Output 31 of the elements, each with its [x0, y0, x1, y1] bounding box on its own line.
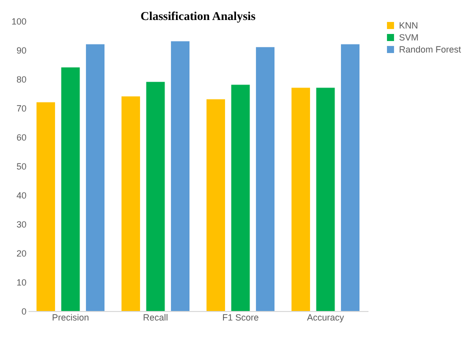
- legend-label: KNN: [399, 20, 418, 30]
- y-tick-label: 30: [16, 220, 26, 230]
- y-tick-label: 0: [21, 306, 26, 316]
- bar: [122, 96, 140, 311]
- bar: [36, 102, 56, 311]
- y-tick-label: 80: [16, 74, 26, 84]
- legend-label: SVM: [399, 32, 419, 42]
- y-tick-label: 60: [16, 132, 26, 142]
- bar: [231, 84, 250, 311]
- bar: [340, 44, 360, 311]
- y-tick-label: 20: [16, 248, 26, 258]
- bar: [292, 88, 310, 311]
- y-tick-label: 100: [11, 16, 26, 26]
- bar: [316, 88, 335, 311]
- y-tick-label: 10: [16, 278, 26, 288]
- legend-label: Random Forest: [399, 44, 462, 54]
- x-tick-label: Precision: [52, 312, 90, 322]
- x-tick-label: F1 Score: [222, 312, 259, 322]
- bar: [170, 41, 190, 311]
- x-tick-label: Recall: [142, 312, 168, 322]
- y-tick-label: 90: [16, 46, 26, 56]
- y-tick-label: 70: [16, 104, 26, 114]
- y-tick-label: 40: [16, 190, 26, 200]
- x-tick-label: Accuracy: [306, 312, 345, 322]
- bar: [86, 44, 104, 311]
- bar: [61, 67, 80, 311]
- bar: [206, 99, 226, 311]
- bar: [256, 47, 274, 311]
- bar: [146, 82, 165, 311]
- y-tick-label: 50: [16, 162, 26, 172]
- chart-title: Classification Analysis: [140, 9, 256, 23]
